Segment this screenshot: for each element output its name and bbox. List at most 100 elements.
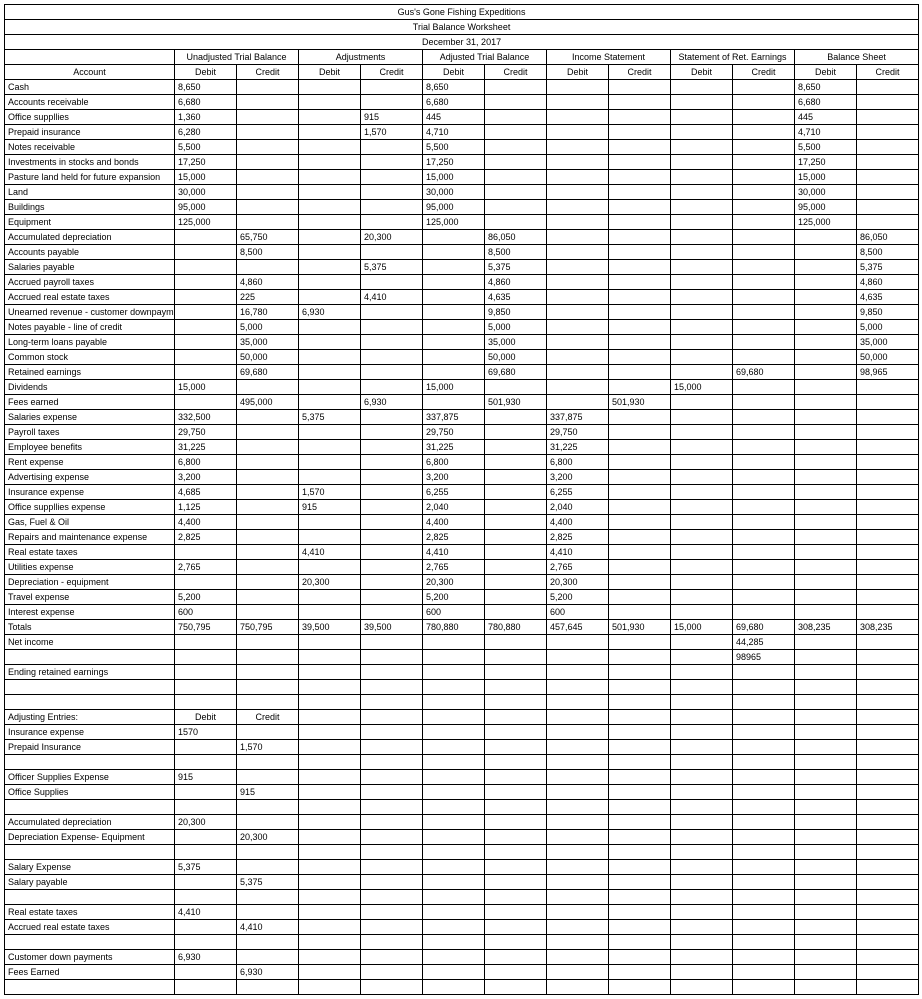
value-cell [733,830,795,845]
value-cell [795,830,857,845]
value-cell [361,590,423,605]
value-cell [795,500,857,515]
value-cell [547,215,609,230]
value-cell [361,650,423,665]
value-cell [361,845,423,860]
value-cell: 2,765 [175,560,237,575]
value-cell: 750,795 [175,620,237,635]
value-cell [609,80,671,95]
value-cell [857,905,919,920]
value-cell [857,215,919,230]
value-cell [175,350,237,365]
value-cell: 4,410 [423,545,485,560]
value-cell [795,260,857,275]
value-cell [299,830,361,845]
account-cell: Gas, Fuel & Oil [5,515,175,530]
value-cell [485,725,547,740]
value-cell [857,80,919,95]
value-cell [175,305,237,320]
value-cell [671,680,733,695]
value-cell [175,665,237,680]
table-row: Rent expense6,8006,8006,800 [5,455,919,470]
value-cell [485,440,547,455]
value-cell [733,170,795,185]
value-cell [237,140,299,155]
value-cell [795,230,857,245]
value-cell: 20,300 [299,575,361,590]
value-cell [237,980,299,995]
value-cell [733,920,795,935]
value-cell [733,785,795,800]
value-cell [857,425,919,440]
value-cell [175,680,237,695]
value-cell [609,455,671,470]
value-cell: Debit [175,710,237,725]
value-cell [299,170,361,185]
value-cell [547,245,609,260]
debit-header-2: Debit [423,65,485,80]
value-cell: 69,680 [485,365,547,380]
value-cell [361,185,423,200]
value-cell [671,410,733,425]
value-cell [547,380,609,395]
value-cell [299,860,361,875]
value-cell [857,965,919,980]
table-row: Office suppllies1,360915445445 [5,110,919,125]
value-cell [795,245,857,260]
title-date: December 31, 2017 [5,35,919,50]
value-cell [547,815,609,830]
value-cell: 5,000 [237,320,299,335]
table-row [5,695,919,710]
value-cell [795,800,857,815]
table-row: Accumulated depreciation65,75020,30086,0… [5,230,919,245]
value-cell [609,545,671,560]
value-cell [547,770,609,785]
value-cell [609,230,671,245]
account-cell: Unearned revenue - customer downpayments [5,305,175,320]
value-cell [795,650,857,665]
table-row: Notes receivable5,5005,5005,500 [5,140,919,155]
value-cell [485,935,547,950]
value-cell [547,755,609,770]
debit-header-3: Debit [547,65,609,80]
table-row: Real estate taxes4,4104,4104,410 [5,545,919,560]
value-cell [795,950,857,965]
value-cell [547,845,609,860]
value-cell [671,980,733,995]
value-cell [857,380,919,395]
value-cell [857,560,919,575]
value-cell: 915 [175,770,237,785]
value-cell [795,575,857,590]
value-cell [795,785,857,800]
value-cell [857,920,919,935]
value-cell [361,950,423,965]
value-cell: 30,000 [423,185,485,200]
value-cell: 16,780 [237,305,299,320]
value-cell [609,845,671,860]
value-cell [361,275,423,290]
value-cell [175,395,237,410]
value-cell [671,785,733,800]
value-cell [175,545,237,560]
table-row: Gas, Fuel & Oil4,4004,4004,400 [5,515,919,530]
value-cell [237,860,299,875]
value-cell [299,560,361,575]
table-row: Employee benefits31,22531,22531,225 [5,440,919,455]
table-row: Net income44,285 [5,635,919,650]
value-cell [299,515,361,530]
value-cell [485,770,547,785]
value-cell [299,275,361,290]
value-cell [547,935,609,950]
table-row [5,845,919,860]
value-cell [671,350,733,365]
value-cell [423,935,485,950]
value-cell [175,365,237,380]
value-cell: 2,825 [423,530,485,545]
value-cell [361,980,423,995]
table-row: Accounts receivable6,6806,6806,680 [5,95,919,110]
value-cell [671,575,733,590]
value-cell [423,365,485,380]
value-cell [361,470,423,485]
account-cell: Repairs and maintenance expense [5,530,175,545]
value-cell [609,305,671,320]
